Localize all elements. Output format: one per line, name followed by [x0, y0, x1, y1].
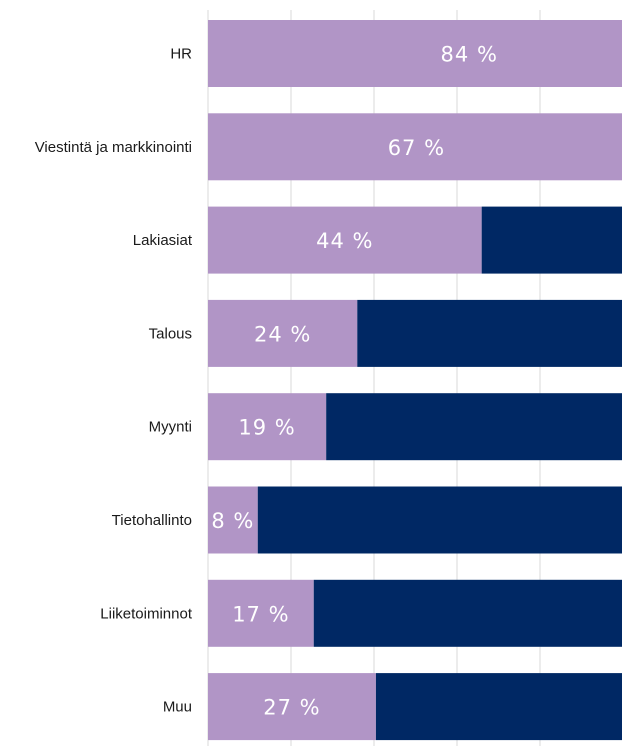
bar-segment-share	[208, 673, 376, 741]
data-label: 19 %	[238, 416, 295, 440]
category-label: HR	[170, 46, 192, 63]
bar-segment-share	[208, 393, 327, 461]
data-label: 8 %	[211, 509, 254, 533]
bar-segment-share	[208, 20, 622, 87]
value-labels: 84 % 67 % 44 % 24 % 19 % 8 % 17 % 27 %	[211, 43, 498, 720]
category-label: Viestintä ja markkinointi	[35, 139, 192, 156]
bar-segment-share	[208, 299, 358, 367]
bar-segment-share	[208, 206, 482, 274]
bar-segment-share	[208, 113, 622, 181]
bar-segment-share	[208, 579, 314, 647]
category-label: Tietohallinto	[112, 512, 192, 529]
bar-segment-remainder	[313, 579, 622, 647]
category-label: Muu	[163, 699, 192, 716]
data-label: 24 %	[254, 322, 311, 346]
bar-segment-remainder	[481, 206, 622, 274]
bar-segment-remainder	[257, 486, 622, 554]
data-label: 27 %	[263, 696, 320, 720]
category-label: Myynti	[149, 419, 192, 436]
bar-segment-remainder	[326, 393, 622, 461]
data-label: 17 %	[232, 602, 289, 626]
category-label: Liiketoiminnot	[100, 605, 193, 622]
category-label: Talous	[149, 325, 192, 342]
bar-segment-share	[208, 486, 258, 554]
data-label: 67 %	[388, 136, 445, 160]
bars	[208, 20, 622, 741]
data-label: 44 %	[316, 229, 373, 253]
bar-segment-remainder	[357, 299, 622, 367]
category-label: Lakiasiat	[133, 232, 193, 249]
category-labels: HR Viestintä ja markkinointi Lakiasiat Talo…	[35, 46, 193, 716]
data-label: 84 %	[441, 43, 498, 67]
bar-segment-remainder	[375, 673, 622, 741]
